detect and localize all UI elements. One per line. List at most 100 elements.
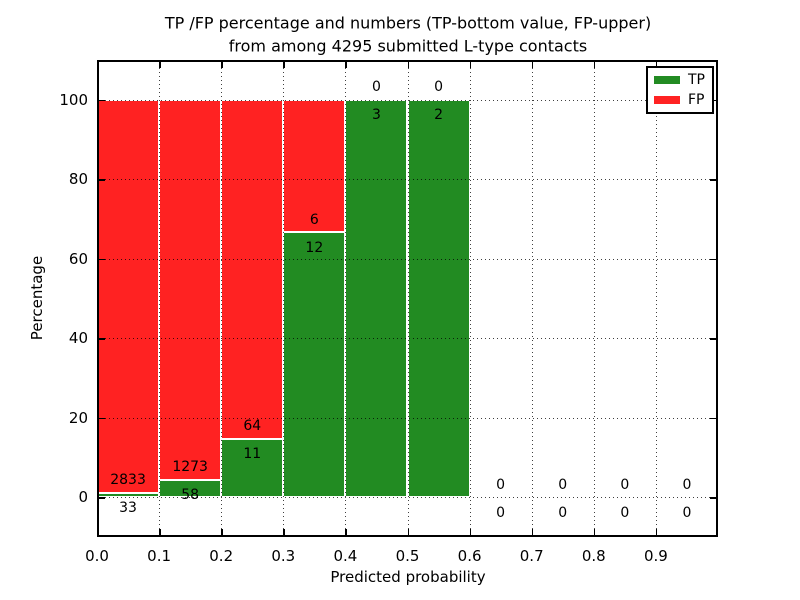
y-axis-label: Percentage <box>28 255 46 341</box>
y-tick-mark <box>99 179 105 181</box>
x-gridline <box>593 60 595 537</box>
fp-count-label: 0 <box>620 476 630 493</box>
fp-count-label: 0 <box>434 79 444 96</box>
fp-count-label: 0 <box>371 79 381 96</box>
y-tick-mark <box>99 338 105 340</box>
bar-segment-fp <box>221 99 284 439</box>
y-tick-label: 60 <box>68 249 88 268</box>
tp-count-label: 0 <box>620 504 630 521</box>
axis-spine-bottom <box>97 535 718 537</box>
x-tick-mark <box>593 62 596 68</box>
y-tick-label: 100 <box>59 90 88 109</box>
x-gridline <box>655 60 657 537</box>
y-tick-mark <box>710 258 716 261</box>
y-tick-mark <box>710 338 716 340</box>
fp-count-label: 64 <box>243 418 262 435</box>
x-tick-mark <box>97 62 99 68</box>
tp-count-label: 33 <box>119 500 137 517</box>
x-tick-label: 0.5 <box>395 547 420 565</box>
axis-spine-left <box>97 60 99 537</box>
x-gridline <box>345 60 347 537</box>
fp-count-label: 6 <box>309 211 319 228</box>
x-gridline <box>469 60 471 537</box>
tp-count-label: 11 <box>243 446 262 463</box>
axis-spine-top <box>97 60 718 62</box>
axis-spine-right <box>716 60 718 537</box>
chart-title-line-2: from among 4295 submitted L-type contact… <box>228 36 588 56</box>
x-tick-mark <box>283 529 285 535</box>
x-tick-mark <box>531 529 534 535</box>
y-tick-mark <box>99 497 105 499</box>
fp-count-label: 1273 <box>172 459 208 476</box>
x-tick-label: 0.9 <box>643 547 668 565</box>
tp-legend-label: TP <box>688 72 705 89</box>
x-tick-mark <box>593 529 596 535</box>
legend-item-fp: FP <box>654 92 706 108</box>
x-tick-mark <box>159 62 161 68</box>
x-gridline <box>283 60 285 537</box>
x-gridline <box>159 60 161 537</box>
y-tick-label: 80 <box>68 170 88 189</box>
x-tick-mark <box>97 529 99 535</box>
bar-segment-tp <box>221 438 284 498</box>
bar-segment-fp <box>97 99 160 493</box>
y-tick-mark <box>710 497 716 499</box>
x-tick-mark <box>407 529 409 535</box>
bar-segment-fp <box>159 99 222 480</box>
x-tick-mark <box>531 62 534 68</box>
bar-segment-tp <box>345 99 408 498</box>
x-tick-mark <box>655 62 658 68</box>
x-gridline <box>531 60 533 537</box>
fp-legend-label: FP <box>688 91 705 108</box>
x-gridline <box>407 60 409 537</box>
tp-count-label: 3 <box>371 107 381 124</box>
tp-count-label: 0 <box>682 504 692 521</box>
x-tick-label: 0.3 <box>271 547 296 565</box>
x-tick-label: 0.7 <box>519 547 544 565</box>
x-tick-mark <box>407 62 409 68</box>
x-tick-label: 0.1 <box>147 547 172 565</box>
x-tick-mark <box>345 529 347 535</box>
x-tick-mark <box>221 62 223 68</box>
x-tick-mark <box>345 62 347 68</box>
tp-count-label: 58 <box>181 487 200 504</box>
fp-count-label: 0 <box>496 476 506 493</box>
y-tick-mark <box>710 179 716 181</box>
legend-item-tp: TP <box>654 72 706 88</box>
y-tick-mark <box>99 99 105 102</box>
x-axis-label: Predicted probability <box>330 568 486 586</box>
tp-count-label: 2 <box>434 107 444 124</box>
fp-count-label: 0 <box>558 476 568 493</box>
bar-segment-tp <box>407 99 470 498</box>
x-tick-mark <box>469 529 472 535</box>
tp-count-label: 0 <box>558 504 568 521</box>
tp-count-label: 0 <box>496 504 506 521</box>
x-tick-label: 0.0 <box>85 547 109 565</box>
x-tick-mark <box>159 529 161 535</box>
x-tick-label: 0.6 <box>457 547 482 565</box>
chart-title-line-1: TP /FP percentage and numbers (TP-bottom… <box>164 13 652 33</box>
y-tick-mark <box>99 258 105 261</box>
bar-segment-tp <box>283 232 346 498</box>
y-tick-mark <box>99 417 105 420</box>
x-gridline <box>221 60 223 537</box>
y-tick-mark <box>710 417 716 420</box>
x-tick-label: 0.2 <box>209 547 234 565</box>
fp-count-label: 0 <box>682 476 692 493</box>
x-tick-label: 0.8 <box>581 547 606 565</box>
fp-count-label: 2833 <box>110 471 146 488</box>
x-tick-mark <box>221 529 223 535</box>
y-tick-label: 40 <box>68 329 88 348</box>
legend: TP FP <box>646 66 714 114</box>
y-tick-label: 20 <box>68 408 88 427</box>
x-tick-mark <box>283 62 285 68</box>
plot-area: 0 20 40 60 80 100 0.0 0.1 0.2 0.3 0.4 0.5 0.6 0.7 0.8 0… <box>59 60 718 565</box>
tp-legend-swatch <box>654 76 680 85</box>
x-tick-label: 0.4 <box>333 547 358 565</box>
fp-legend-swatch <box>654 95 680 104</box>
y-tick-label: 0 <box>78 488 88 507</box>
x-tick-mark <box>655 529 658 535</box>
tp-count-label: 12 <box>305 239 324 256</box>
x-tick-mark <box>469 62 472 68</box>
